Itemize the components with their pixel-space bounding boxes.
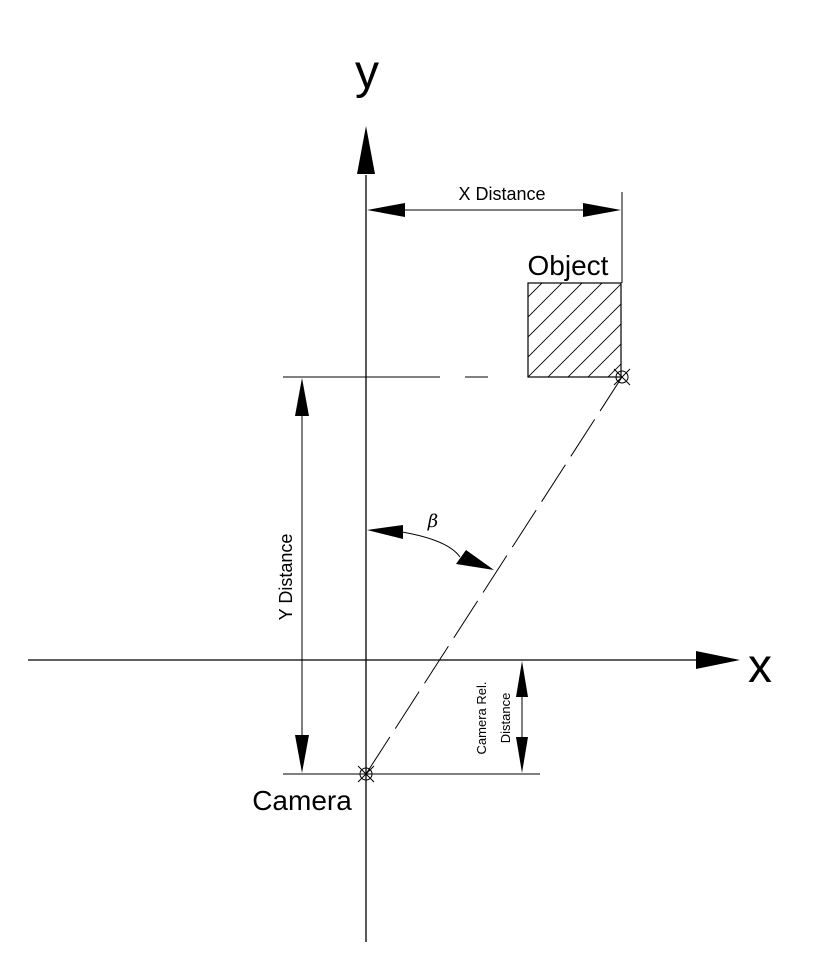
x-distance-dimension	[367, 192, 623, 283]
camera-rel-label-line2: Distance	[498, 693, 513, 744]
x-axis-label: x	[748, 640, 772, 693]
y-axis	[357, 126, 375, 942]
camera-label: Camera	[252, 785, 352, 816]
object-label: Object	[528, 250, 609, 281]
camera-rel-label-line1: Camera Rel.	[474, 682, 489, 755]
x-axis	[28, 651, 740, 669]
y-distance-dimension	[295, 378, 309, 773]
sight-line	[365, 376, 623, 775]
camera-rel-arrow-bottom	[516, 737, 528, 773]
beta-angle	[367, 525, 494, 570]
x-distance-arrow-right	[583, 203, 621, 217]
y-distance-arrow-bottom	[295, 735, 309, 773]
x-axis-arrowhead	[696, 651, 740, 669]
beta-arrow-end	[456, 550, 494, 570]
y-axis-label: y	[355, 46, 379, 99]
camera-rel-arrow-top	[516, 661, 528, 697]
y-distance-arrow-top	[295, 378, 309, 416]
beta-arrow-start	[367, 525, 403, 539]
camera-rel-distance-dimension	[516, 661, 528, 773]
x-distance-label: X Distance	[458, 184, 545, 204]
x-distance-arrow-left	[367, 203, 405, 217]
beta-label: β	[427, 511, 438, 532]
object-box	[527, 282, 622, 378]
camera-marker	[357, 765, 375, 783]
y-distance-label: Y Distance	[276, 534, 296, 621]
y-axis-arrowhead	[357, 126, 375, 174]
object-target-marker	[613, 368, 631, 386]
